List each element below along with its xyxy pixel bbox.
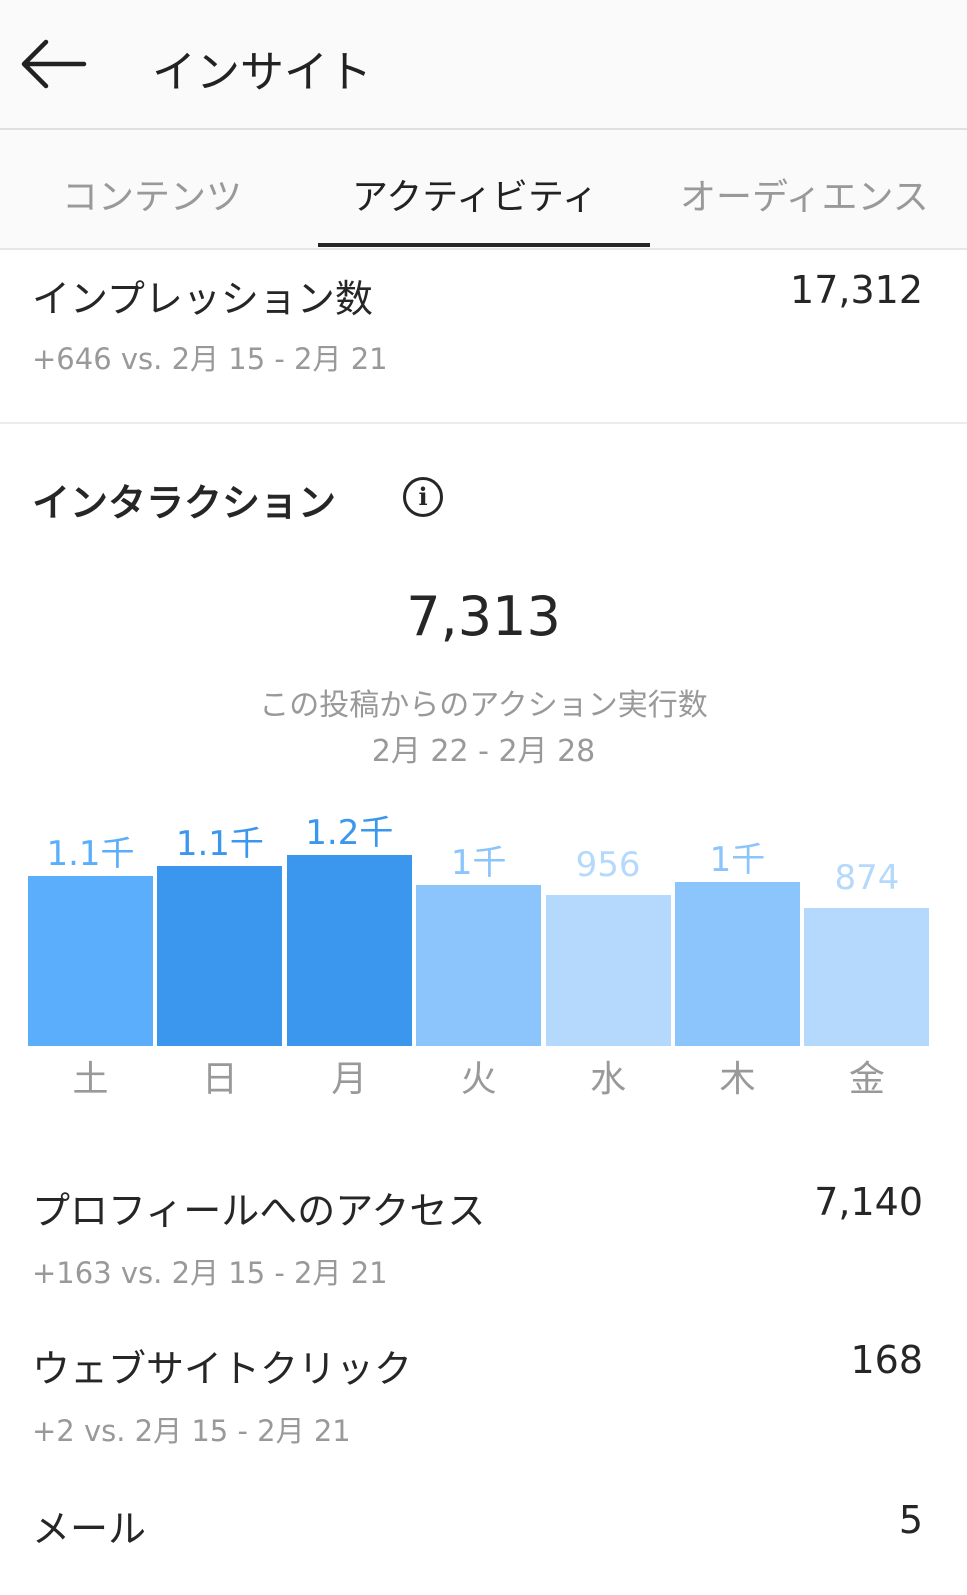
chart-bar[interactable] [545,894,671,1046]
profile-visits-comparison: +163 vs. 2月 15 - 2月 21 [32,1256,388,1290]
interactions-subtitle: この投稿からのアクション実行数 [259,688,708,723]
tab-bar: コンテンツ アクティビティ オーディエンス [0,130,967,250]
chart-data-label: 1.2千 [305,813,394,853]
email-label: メール [32,1507,147,1551]
page-title: インサイト [152,47,372,98]
website-clicks-label: ウェブサイトクリック [32,1347,413,1391]
chart-data-label: 874 [834,857,900,898]
tab-content[interactable]: コンテンツ [62,177,243,218]
impressions-label: インプレッション数 [32,277,373,321]
chart-x-label: 木 [719,1059,756,1100]
chart-x-label: 金 [848,1059,885,1100]
chart-data-label: 1千 [709,840,766,880]
chart-x-label: 月 [331,1059,368,1100]
chart-bar[interactable] [416,885,542,1046]
chart-bar[interactable] [28,876,153,1046]
chart-bar[interactable] [804,907,930,1046]
active-tab-indicator [318,243,650,247]
tab-activity[interactable]: アクティビティ [352,177,598,218]
chart-data-label: 956 [575,844,641,885]
section-title: インタラクション [32,481,337,525]
profile-visits-value: 7,140 [814,1180,923,1224]
interactions-bar-chart: 1.1千土 1.1千日 1.2千月 1千火 956 水 1千木 874 金 [0,780,967,1110]
chart-bar[interactable] [286,855,412,1046]
chart-x-label: 日 [201,1059,238,1100]
impressions-comparison: +646 vs. 2月 15 - 2月 21 [32,342,388,376]
chart-x-label: 火 [460,1059,497,1100]
impressions-value: 17,312 [790,268,923,312]
chart-x-label: 土 [72,1059,109,1100]
top-app-bar: インサイト [0,0,967,130]
email-value: 5 [898,1498,923,1542]
info-icon[interactable]: i [403,477,443,517]
interactions-date-range: 2月 22 - 2月 28 [371,734,596,769]
chart-data-label: 1.1千 [46,834,135,874]
chart-x-label: 水 [590,1059,627,1100]
chart-data-label: 1.1千 [175,823,264,864]
chart-data-label: 1千 [450,843,507,884]
chart-bar[interactable] [675,882,800,1046]
website-clicks-comparison: +2 vs. 2月 15 - 2月 21 [32,1414,351,1448]
profile-visits-label: プロフィールへのアクセス [32,1189,486,1233]
chart-bar[interactable] [157,865,283,1046]
tab-audience[interactable]: オーディエンス [680,177,929,218]
website-clicks-value: 168 [850,1338,923,1382]
interactions-total: 7,313 [406,585,561,648]
arrow-left-icon[interactable] [18,34,88,94]
divider [0,422,967,424]
